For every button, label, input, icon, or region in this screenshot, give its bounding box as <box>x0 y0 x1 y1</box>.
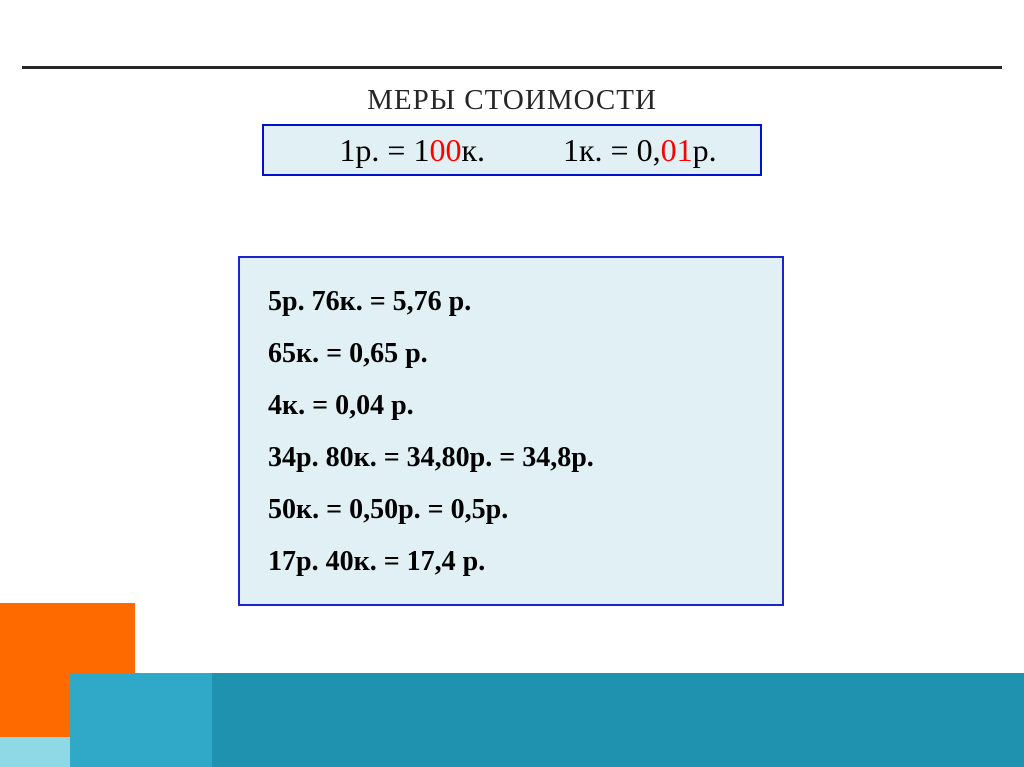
formula-right: 1к. = 0,01р. <box>531 95 717 206</box>
example-line: 65к. = 0,65 р. <box>268 338 762 370</box>
bottom-decoration <box>0 603 1024 767</box>
formula-left: 1р. = 100к. <box>307 95 485 206</box>
formula-box: 1р. = 100к. 1к. = 0,01р. <box>262 124 762 176</box>
formula-right-post: р. <box>693 132 717 168</box>
top-rule <box>22 66 1002 69</box>
examples-box: 5р. 76к. = 5,76 р. 65к. = 0,65 р. 4к. = … <box>238 256 784 606</box>
example-line: 17р. 40к. = 17,4 р. <box>268 546 762 578</box>
example-line: 5р. 76к. = 5,76 р. <box>268 286 762 318</box>
example-line: 4к. = 0,04 р. <box>268 390 762 422</box>
formula-left-post: к. <box>461 132 485 168</box>
formula-right-pre: 1к. = 0, <box>563 132 661 168</box>
example-line: 50к. = 0,50р. = 0,5р. <box>268 494 762 526</box>
page-title: МЕРЫ СТОИМОСТИ <box>0 84 1024 117</box>
formula-left-pre: 1р. = 1 <box>339 132 429 168</box>
formula-right-highlight: 01 <box>661 132 693 168</box>
formula-left-highlight: 00 <box>429 132 461 168</box>
example-line: 34р. 80к. = 34,80р. = 34,8р. <box>268 442 762 474</box>
